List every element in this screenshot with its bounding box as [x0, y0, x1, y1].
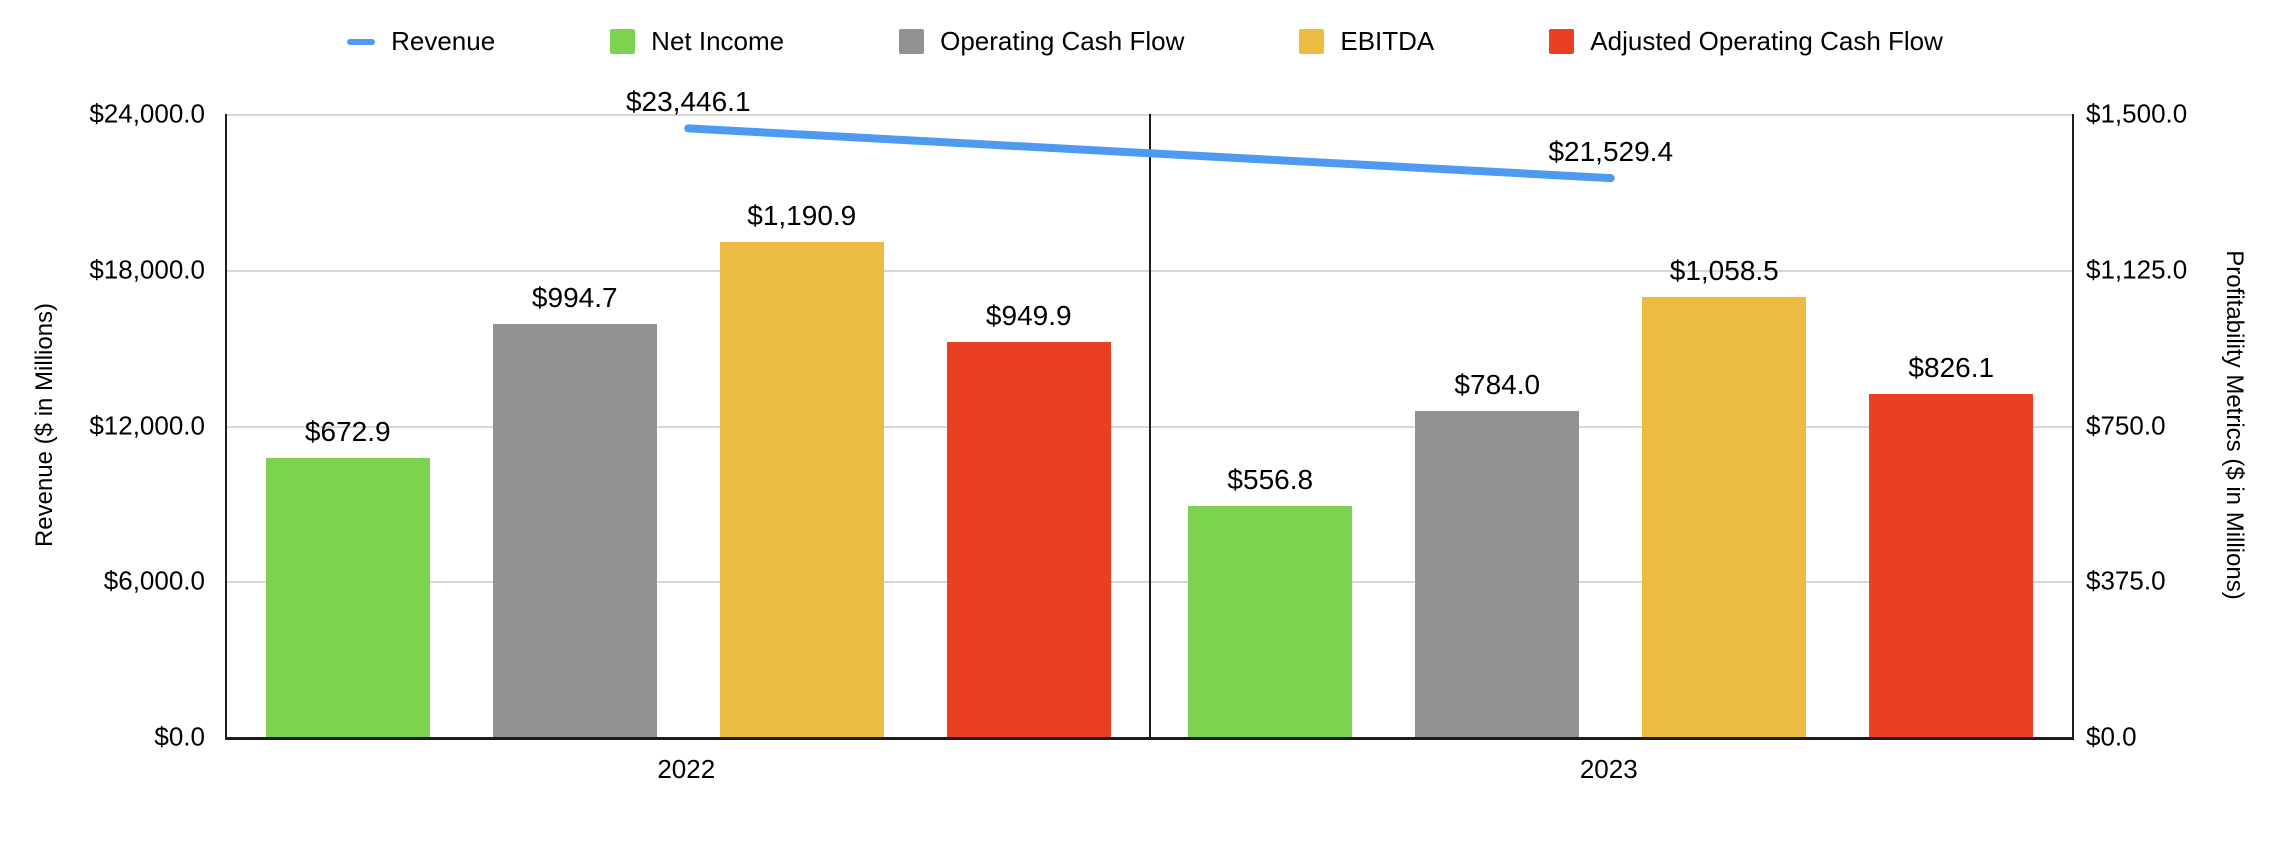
- bar-ebitda-2023[interactable]: $1,058.5: [1642, 255, 1807, 737]
- revenue-line-swatch-icon: [347, 38, 376, 45]
- left-axis-tick-label: $6,000.0: [103, 565, 205, 596]
- data-label-ebitda-2023: $1,058.5: [1669, 255, 1779, 287]
- data-label-adjusted-operating-cash-flow-2022: $949.9: [985, 300, 1072, 332]
- data-label-net-income-2023: $556.8: [1227, 463, 1314, 495]
- category-label-2023: 2023: [1579, 754, 1638, 784]
- revenue-line[interactable]: [227, 114, 2072, 737]
- data-label-net-income-2022: $672.9: [304, 415, 391, 447]
- data-label-revenue-2022: $23,446.1: [625, 86, 751, 118]
- legend-label-revenue: Revenue: [391, 26, 496, 56]
- data-label-adjusted-operating-cash-flow-2023: $826.1: [1908, 351, 1995, 383]
- left-axis-tick-label: $12,000.0: [89, 410, 205, 440]
- plot-area: $672.9 $994.7 $1,190.9 $949.9 $556.8 $784.0 $1…: [225, 86, 2074, 740]
- right-axis-tick-label: $1,125.0: [2086, 254, 2188, 285]
- right-axis-tick-label: $375.0: [2086, 565, 2166, 596]
- bar-group-2022: $672.9 $994.7 $1,190.9 $949.9: [227, 114, 1150, 737]
- chart-legend: Revenue Net Income Operating Cash Flow E…: [0, 26, 2290, 57]
- bar-net-income-2023[interactable]: $556.8: [1188, 464, 1353, 737]
- bar-adjusted-operating-cash-flow-2023[interactable]: $826.1: [1869, 352, 2034, 737]
- left-axis-tick-label: $0.0: [154, 721, 205, 752]
- bar-operating-cash-flow-2023[interactable]: $784.0: [1415, 369, 1580, 737]
- left-axis-tick-label: $18,000.0: [89, 254, 205, 285]
- net-income-swatch-icon: [610, 29, 636, 54]
- legend-item-operating-cash-flow[interactable]: Operating Cash Flow: [899, 26, 1184, 57]
- right-axis-tick-label: $750.0: [2086, 410, 2166, 440]
- legend-item-ebitda[interactable]: EBITDA: [1299, 26, 1434, 57]
- left-axis-tick-label: $24,000.0: [89, 98, 205, 129]
- legend-item-revenue[interactable]: Revenue: [347, 26, 495, 57]
- legend-label-ebitda: EBITDA: [1340, 26, 1435, 56]
- category-label-2022: 2022: [657, 754, 716, 784]
- bar-net-income-2022[interactable]: $672.9: [265, 416, 430, 737]
- legend-label-adjusted-operating-cash-flow: Adjusted Operating Cash Flow: [1590, 26, 1943, 56]
- bar-operating-cash-flow-2022[interactable]: $994.7: [492, 282, 657, 737]
- bar-ebitda-2022[interactable]: $1,190.9: [719, 200, 884, 737]
- ebitda-swatch-icon: [1299, 29, 1325, 54]
- legend-label-operating-cash-flow: Operating Cash Flow: [940, 26, 1185, 56]
- category-divider: [1148, 114, 1151, 737]
- data-label-revenue-2023: $21,529.4: [1548, 136, 1674, 168]
- data-label-operating-cash-flow-2023: $784.0: [1454, 369, 1541, 401]
- right-axis-tick-label: $1,500.0: [2086, 98, 2188, 129]
- legend-item-adjusted-operating-cash-flow[interactable]: Adjusted Operating Cash Flow: [1549, 26, 1943, 57]
- right-axis-title: Profitability Metrics ($ in Millions): [2221, 250, 2248, 600]
- data-label-ebitda-2022: $1,190.9: [747, 200, 857, 232]
- legend-label-net-income: Net Income: [651, 26, 785, 56]
- adjusted-operating-cash-flow-swatch-icon: [1549, 29, 1575, 54]
- legend-item-net-income[interactable]: Net Income: [610, 26, 784, 57]
- data-label-operating-cash-flow-2022: $994.7: [531, 281, 618, 313]
- operating-cash-flow-swatch-icon: [899, 29, 925, 54]
- right-axis-tick-label: $0.0: [2086, 721, 2137, 752]
- bar-adjusted-operating-cash-flow-2022[interactable]: $949.9: [946, 300, 1111, 737]
- bar-group-2023: $556.8 $784.0 $1,058.5 $826.1: [1150, 114, 2073, 737]
